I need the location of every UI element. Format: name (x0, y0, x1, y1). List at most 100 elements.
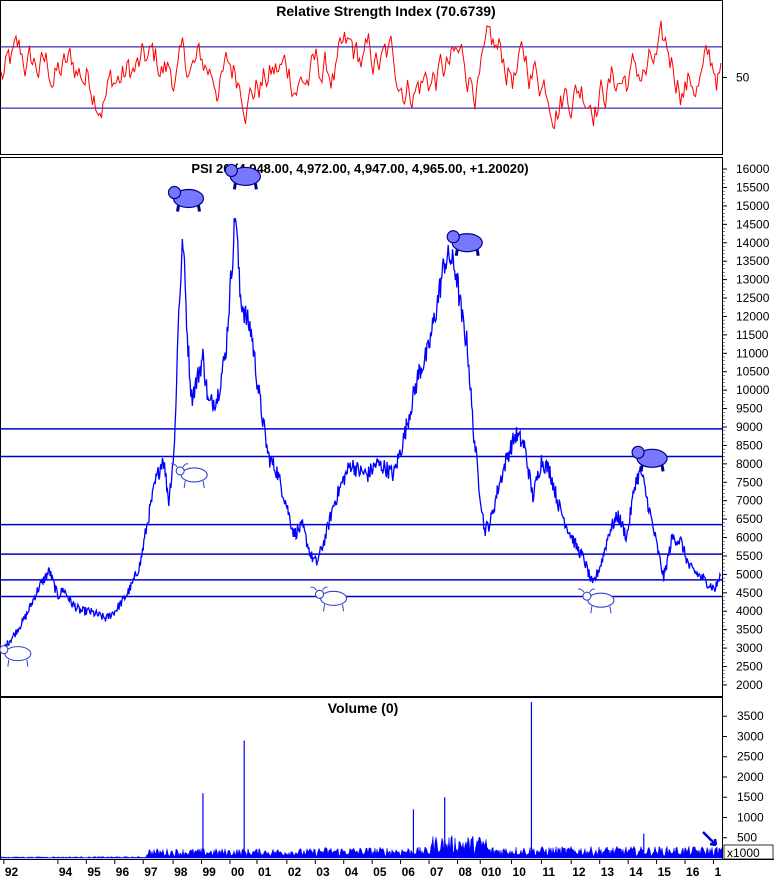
price-tick-label: 14500 (736, 217, 770, 231)
price-tick-label: 11000 (736, 346, 769, 360)
x-tick-label: 04 (345, 865, 359, 879)
rsi-title: Relative Strength Index (70.6739) (276, 3, 495, 19)
bear-leg (176, 205, 180, 212)
price-tick-label: 8000 (736, 457, 763, 471)
price-title: PSI 20 (4,948.00, 4,972.00, 4,947.00, 4,… (191, 161, 528, 176)
bear-head (224, 163, 238, 178)
x-tick-label: 92 (5, 865, 19, 879)
price-tick-label: 14000 (736, 236, 770, 250)
price-tick-label: 5500 (736, 549, 763, 563)
bear-leg (454, 249, 459, 257)
price-tick-label: 13500 (736, 254, 770, 268)
price-tick-label: 5000 (736, 567, 763, 581)
x-tick-label: 14 (629, 865, 643, 879)
price-tick-label: 8500 (736, 438, 763, 452)
bear-icon (446, 230, 483, 257)
bull-horns (310, 586, 328, 591)
price-tick-label: 6500 (736, 512, 763, 526)
volume-bars (0, 835, 723, 859)
x-tick-label: 11 (542, 865, 555, 879)
bear-leg (660, 465, 665, 472)
volume-unit-label: x1000 (727, 846, 760, 860)
bear-leg (232, 183, 237, 190)
price-tick-label: 12500 (736, 291, 770, 305)
price-tick-label: 2000 (736, 678, 763, 692)
x-tick-label: 15 (658, 865, 672, 879)
bull-leg (590, 606, 593, 614)
price-tick-label: 16000 (736, 162, 770, 176)
price-tick-label: 6000 (736, 531, 763, 545)
x-tick-label: 96 (116, 865, 130, 879)
price-tick-label: 9500 (736, 402, 763, 416)
x-tick-label: 95 (87, 865, 101, 879)
bear-leg (253, 183, 258, 190)
bull-icon (0, 641, 32, 667)
bear-leg (639, 465, 644, 472)
price-tick-label: 15500 (736, 180, 770, 194)
bull-body (587, 592, 615, 608)
x-tick-label: 02 (288, 865, 302, 879)
bull-icon (577, 588, 615, 614)
x-tick-label: 99 (203, 865, 217, 879)
x-tick-label: 16 (686, 865, 700, 879)
price-tick-label: 4000 (736, 604, 763, 618)
bear-head (631, 445, 645, 459)
x-tick-label: 10 (513, 865, 527, 879)
bull-body (4, 646, 32, 662)
price-tick-label: 11500 (736, 328, 769, 342)
volume-tick-label: 1000 (737, 810, 764, 824)
price-tick-label: 3000 (736, 641, 763, 655)
price-tick-label: 7000 (736, 494, 763, 508)
bull-leg (202, 480, 205, 488)
x-tick-label: 08 (458, 865, 472, 879)
x-tick-label: 00 (231, 865, 245, 879)
x-tick-label: 05 (373, 865, 387, 879)
volume-unit-box (723, 844, 774, 860)
bull-head (314, 589, 325, 599)
bull-leg (609, 606, 612, 614)
bull-leg (183, 480, 186, 488)
bull-horns (0, 641, 13, 646)
bear-icon (167, 185, 205, 212)
bear-head (446, 230, 460, 244)
bull-head (0, 645, 9, 655)
arrow-icon (702, 831, 718, 847)
bull-horns (171, 463, 189, 468)
bull-head (175, 466, 185, 476)
volume-title: Volume (0) (328, 700, 399, 716)
price-tick-label: 13000 (736, 273, 770, 287)
psi20-price-line (3, 217, 722, 650)
bull-leg (342, 604, 345, 612)
x-tick-label: 010 (481, 865, 501, 879)
x-tick-label: 03 (316, 865, 330, 879)
price-tick-label: 12000 (736, 309, 770, 323)
bear-leg (475, 249, 480, 257)
price-tick-label: 9000 (736, 420, 763, 434)
x-tick-label: 1 (714, 865, 721, 879)
price-tick-label: 7500 (736, 475, 763, 489)
price-tick-label: 3500 (736, 623, 763, 637)
bull-icon (171, 463, 208, 488)
volume-tick-label: 1500 (737, 790, 764, 804)
volume-tick-label: 3000 (737, 729, 764, 743)
x-tick-label: 98 (174, 865, 188, 879)
volume-tick-label: 500 (737, 831, 757, 845)
x-tick-label: 13 (601, 865, 615, 879)
bull-leg (7, 659, 10, 667)
bear-icon (224, 163, 261, 190)
bull-leg (323, 604, 326, 612)
price-tick-label: 10500 (736, 365, 770, 379)
bull-body (180, 467, 208, 483)
bull-body (319, 590, 348, 606)
price-tick-label: 4500 (736, 586, 763, 600)
x-tick-label: 01 (258, 865, 272, 879)
bear-head (167, 185, 182, 200)
bear-leg (197, 205, 201, 212)
rsi-line (0, 20, 722, 130)
x-tick-label: 97 (144, 865, 158, 879)
volume-panel (0, 697, 723, 860)
volume-tick-label: 2500 (737, 750, 764, 764)
bull-head (582, 591, 592, 601)
x-tick-label: 94 (59, 865, 73, 879)
